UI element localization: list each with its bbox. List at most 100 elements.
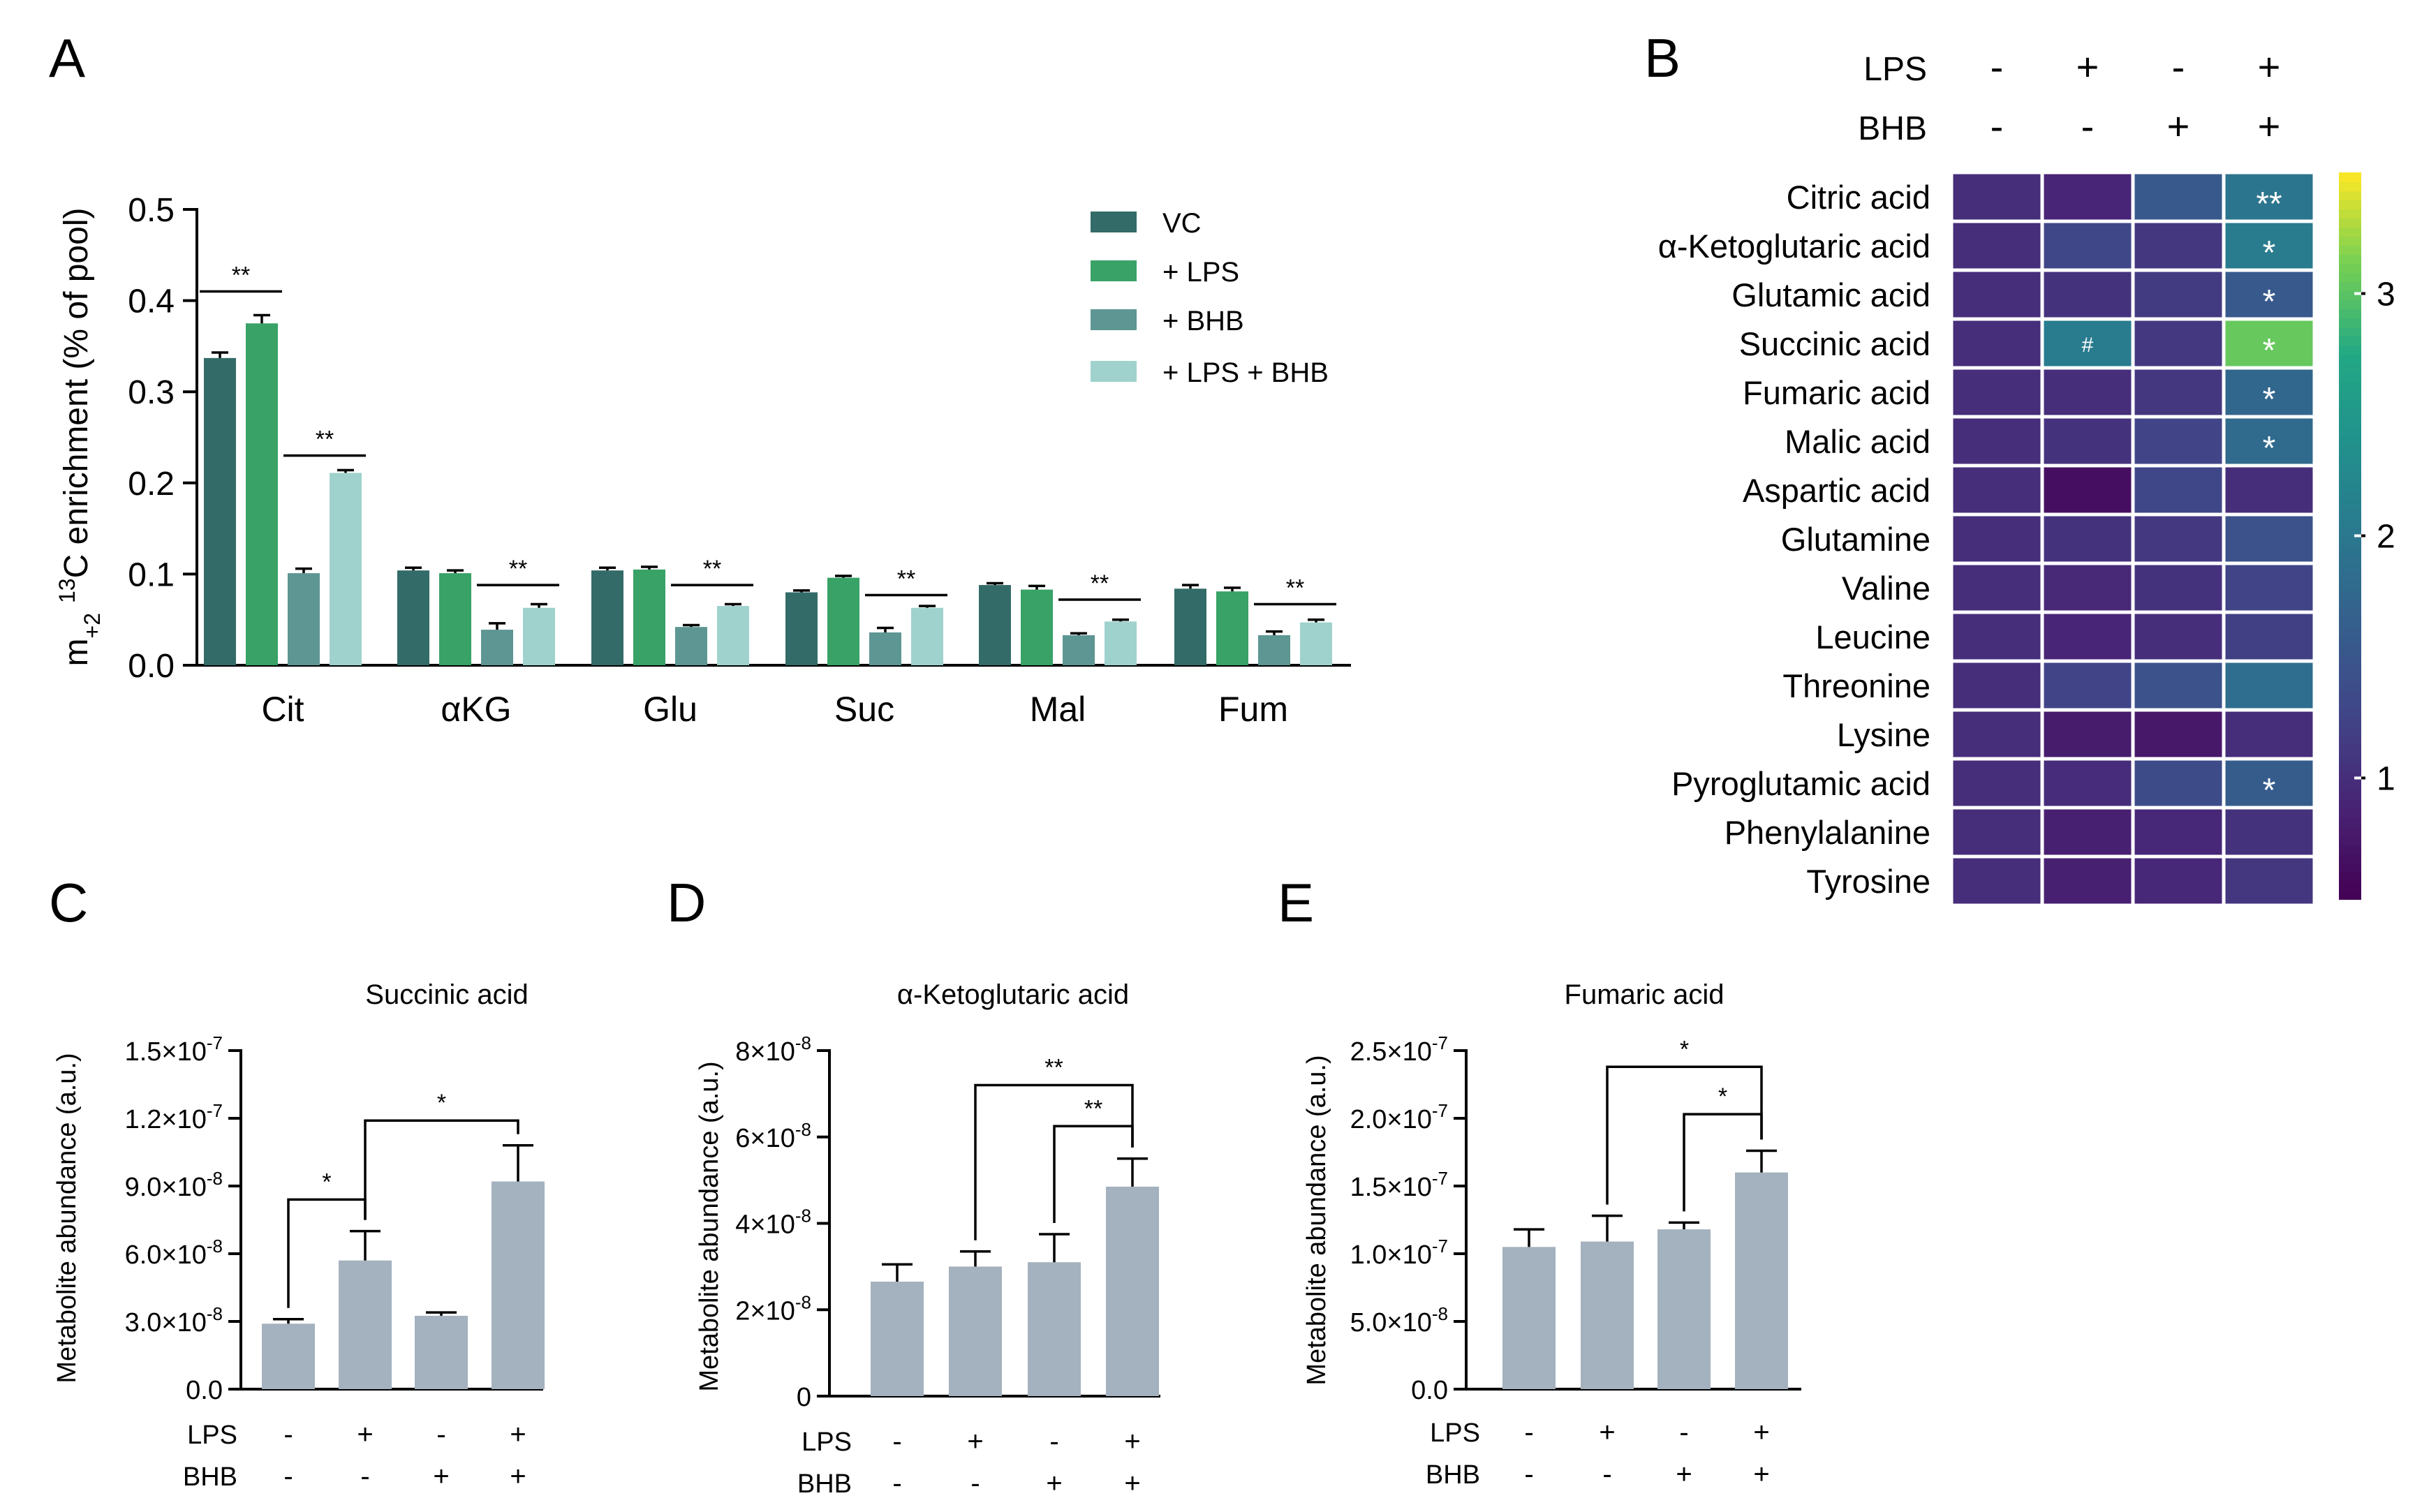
- significance-label: **: [1286, 575, 1304, 601]
- significance-label: *: [1680, 1036, 1689, 1062]
- significance-label: **: [1084, 1095, 1102, 1122]
- heatmap-cell-14-3: [2222, 854, 2317, 907]
- bar-3-2: [717, 606, 749, 665]
- significance-label: *: [1718, 1083, 1727, 1110]
- heatmap-annotation: *: [2263, 381, 2276, 418]
- bar-3: [492, 1181, 545, 1389]
- y-label-part: 13: [54, 578, 80, 603]
- bar-1-4: [1021, 589, 1053, 665]
- tick-mantissa: 0.0: [1411, 1376, 1448, 1405]
- heatmap-cell-13-2: [2131, 806, 2226, 859]
- panel-label-d: D: [667, 872, 706, 933]
- significance-label: **: [232, 262, 250, 289]
- condition-sign: -: [892, 1468, 901, 1499]
- heatmap-cell-13-3: [2222, 806, 2317, 859]
- condition-sign: +: [967, 1426, 983, 1457]
- tick-mantissa: 0.0: [186, 1376, 223, 1405]
- heatmap-cell-3-2: [2131, 317, 2226, 370]
- colorbar-segment: [2339, 690, 2361, 700]
- colorbar-segment: [2339, 381, 2361, 392]
- x-tick-label: αKG: [441, 690, 511, 729]
- colorbar-segment: [2339, 227, 2361, 237]
- colorbar-segment: [2339, 363, 2361, 373]
- heatmap-cell-3-0: [1949, 317, 2044, 370]
- heatmap-row-label: Malic acid: [1785, 423, 1930, 460]
- heatmap-cell-7-0: [1949, 512, 2044, 565]
- condition-sign: -: [1991, 45, 2004, 89]
- heatmap-cell-3-1: [2040, 317, 2135, 370]
- y-axis-label: Metabolite abundance (a.u.): [695, 1061, 724, 1391]
- condition-sign: +: [2076, 45, 2099, 89]
- heatmap-cell-9-3: [2222, 610, 2317, 663]
- colorbar-segment: [2339, 662, 2361, 673]
- tick-exponent: -8: [795, 1032, 811, 1053]
- bar-2-1: [481, 630, 513, 665]
- tick-mantissa: 1.0×10: [1350, 1240, 1432, 1270]
- y-tick-label: 0.3: [128, 374, 175, 411]
- tick-mantissa: 2.0×10: [1350, 1105, 1432, 1134]
- bar-2: [1657, 1229, 1711, 1389]
- heatmap-cell-6-3: [2222, 464, 2317, 517]
- heatmap-row-label: α-Ketoglutaric acid: [1658, 228, 1930, 265]
- y-tick-label: 2×10-8: [735, 1291, 811, 1326]
- tick-exponent: -7: [1432, 1168, 1448, 1189]
- heatmap-cell-4-2: [2131, 366, 2226, 419]
- tick-mantissa: 1.5×10: [125, 1037, 207, 1067]
- heatmap-row-label: Valine: [1842, 570, 1930, 607]
- y-tick-label: 4×10-8: [735, 1206, 811, 1240]
- bar-2-2: [675, 627, 707, 665]
- colorbar-segment: [2339, 626, 2361, 637]
- colorbar-segment: [2339, 862, 2361, 873]
- y-tick-label: 0.4: [128, 283, 175, 320]
- condition-sign: +: [433, 1461, 449, 1492]
- tick-mantissa: 9.0×10: [125, 1173, 207, 1202]
- heatmap-row-label: Tyrosine: [1806, 863, 1930, 900]
- colorbar-segment: [2339, 472, 2361, 482]
- colorbar-segment: [2339, 581, 2361, 591]
- colorbar-segment: [2339, 408, 2361, 419]
- heatmap-cell-0-1: [2040, 170, 2135, 223]
- bar-0-5: [1174, 588, 1206, 665]
- y-tick-label: 8×10-8: [735, 1032, 811, 1067]
- bar-1-0: [246, 323, 278, 665]
- colorbar-segment: [2339, 835, 2361, 845]
- tick-mantissa: 3.0×10: [125, 1308, 207, 1337]
- condition-sign: -: [1524, 1417, 1533, 1448]
- heatmap-cell-13-0: [1949, 806, 2044, 859]
- heatmap-cell-7-3: [2222, 512, 2317, 565]
- bar-3-4: [1105, 621, 1137, 665]
- colorbar-segment: [2339, 318, 2361, 328]
- heatmap-cell-8-0: [1949, 561, 2044, 614]
- heatmap-cell-1-2: [2131, 219, 2226, 272]
- bar-3: [1106, 1186, 1159, 1396]
- heatmap-cell-5-2: [2131, 415, 2226, 468]
- colorbar-segment: [2339, 517, 2361, 528]
- significance-bracket: [364, 1119, 519, 1220]
- bar-2: [1028, 1262, 1081, 1396]
- colorbar-tick-label: 1: [2377, 761, 2395, 798]
- significance-label: **: [509, 556, 527, 582]
- heatmap-cell-12-2: [2131, 757, 2226, 810]
- bar-1-3: [827, 577, 859, 665]
- colorbar-segment: [2339, 554, 2361, 564]
- condition-sign: -: [1991, 104, 2004, 148]
- significance-label: **: [1044, 1055, 1063, 1081]
- tick-exponent: -8: [1432, 1303, 1448, 1324]
- chart-title: Fumaric acid: [1565, 979, 1725, 1010]
- tick-exponent: -7: [1432, 1032, 1448, 1053]
- colorbar-segment: [2339, 263, 2361, 274]
- heatmap-cell-2-1: [2040, 268, 2135, 321]
- heatmap-cell-10-0: [1949, 659, 2044, 712]
- heatmap-cell-3-3: [2222, 317, 2317, 370]
- heatmap-annotation: *: [2263, 283, 2276, 320]
- y-label-part: +2: [80, 613, 105, 638]
- heatmap-cell-1-1: [2040, 219, 2135, 272]
- colorbar-segment: [2339, 880, 2361, 891]
- colorbar-segment: [2339, 490, 2361, 501]
- colorbar-segment: [2339, 717, 2361, 727]
- heatmap-cell-5-1: [2040, 415, 2135, 468]
- colorbar-tick-label: 2: [2377, 519, 2395, 556]
- colorbar-segment: [2339, 290, 2361, 301]
- y-tick-label: 0: [797, 1383, 811, 1412]
- colorbar-segment: [2339, 481, 2361, 491]
